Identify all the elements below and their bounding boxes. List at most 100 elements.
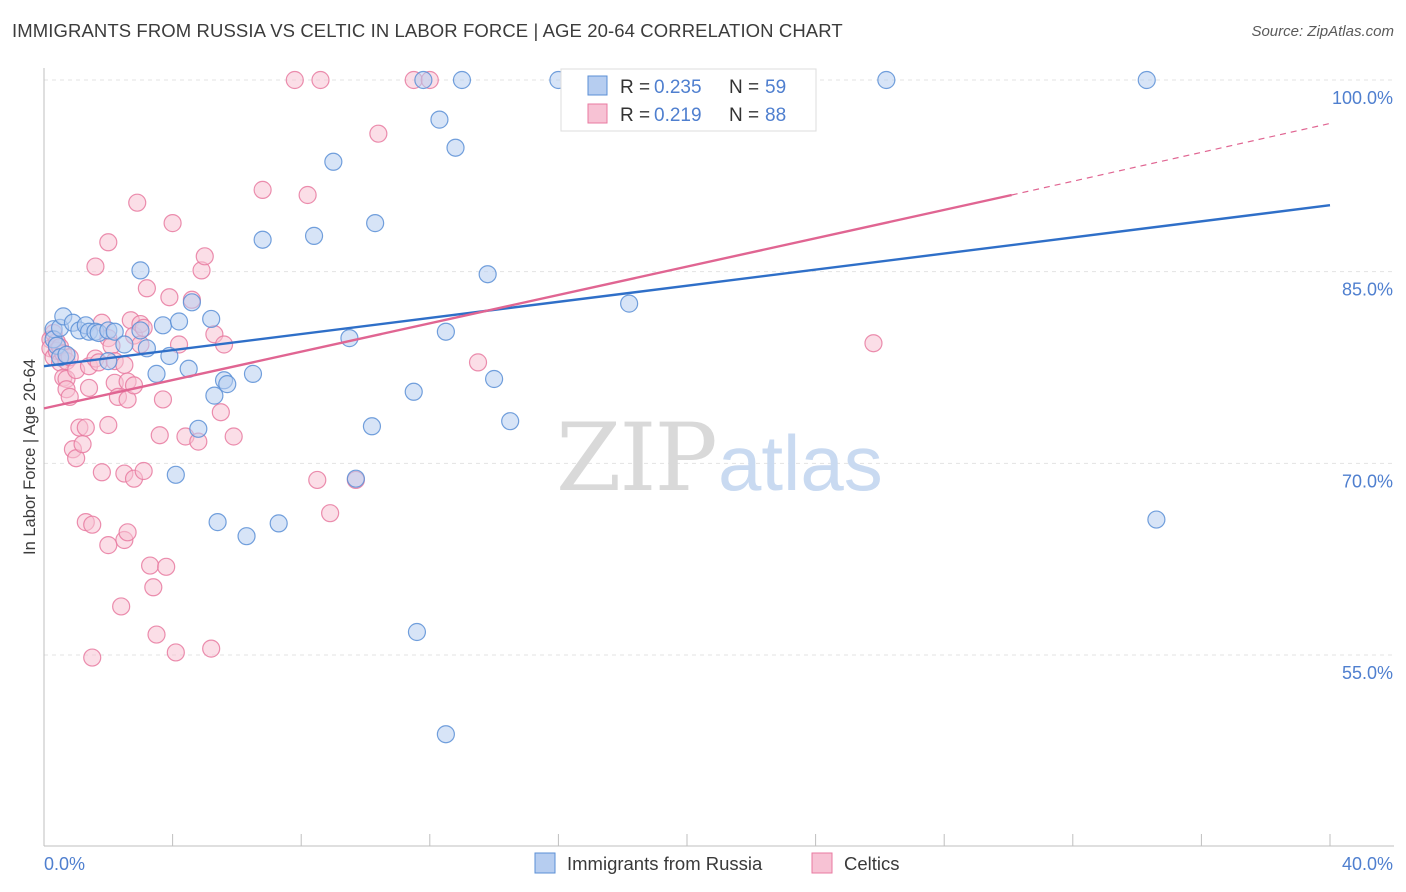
trend-lines (43, 122, 1331, 410)
data-point (202, 309, 221, 329)
x-ticks (172, 834, 1331, 846)
data-point (243, 364, 263, 383)
x-tick-label: 0.0% (44, 854, 85, 874)
trend-line-celtics-extension (1011, 122, 1331, 196)
y-tick-label: 100.0% (1332, 88, 1393, 108)
legend-n-value: 59 (765, 77, 786, 98)
data-point (166, 465, 185, 484)
data-point (501, 412, 520, 431)
watermark: ZIP atlas (556, 404, 883, 513)
data-point (73, 435, 92, 454)
legend-r-label: R = (620, 77, 650, 98)
data-point (340, 329, 359, 348)
source-credit: Source: ZipAtlas.com (1251, 23, 1394, 40)
data-point (1137, 70, 1156, 90)
data-point (83, 648, 102, 667)
data-point (346, 469, 365, 488)
data-point (362, 417, 382, 436)
data-point (298, 185, 317, 205)
data-point (324, 152, 343, 171)
data-point (436, 322, 455, 341)
x-tick-labels: 0.0% 40.0% (44, 854, 1393, 874)
legend-r-value: 0.219 (654, 105, 702, 126)
data-point (105, 322, 124, 341)
data-point (99, 352, 118, 371)
series-immigrants-from-russia (44, 70, 1166, 744)
chart-title: IMMIGRANTS FROM RUSSIA VS CELTIC IN LABO… (12, 20, 843, 41)
data-point (128, 193, 147, 212)
x-tick-label: 40.0% (1342, 854, 1393, 874)
legend-swatch (587, 75, 608, 96)
data-point (153, 390, 173, 409)
data-point (163, 214, 182, 233)
data-point (1147, 510, 1166, 529)
data-point (153, 316, 173, 335)
data-point (478, 265, 497, 284)
data-point (76, 418, 95, 437)
legend-r-label: R = (620, 105, 650, 126)
data-point (620, 294, 639, 313)
data-point (369, 124, 388, 143)
legend-n-label: N = (729, 77, 759, 98)
data-point (211, 403, 230, 422)
legend-r-value: 0.235 (654, 77, 702, 98)
data-point (140, 556, 160, 575)
data-point (452, 70, 472, 90)
data-point (147, 364, 166, 383)
y-tick-labels: 100.0% 85.0% 70.0% 55.0% (1332, 88, 1393, 683)
stats-legend: R = 0.235 N = 59 R = 0.219 N = 88 (560, 68, 817, 132)
data-point (157, 557, 176, 576)
data-point (182, 293, 201, 312)
data-point (414, 70, 433, 90)
y-tick-label: 85.0% (1342, 280, 1393, 300)
data-point (285, 70, 304, 90)
data-point (169, 312, 189, 331)
data-point (308, 470, 327, 490)
data-point (131, 261, 150, 280)
data-point (485, 369, 504, 389)
legend-swatch (587, 103, 608, 124)
data-point (99, 233, 118, 252)
trend-line-celtics (43, 193, 1012, 410)
y-tick-label: 70.0% (1342, 471, 1393, 491)
data-point (224, 427, 243, 446)
data-point (99, 536, 118, 555)
data-point (189, 419, 208, 438)
data-point (366, 214, 385, 233)
data-point (864, 334, 883, 353)
data-point (79, 378, 99, 398)
trend-line-russia (43, 204, 1331, 368)
data-point (144, 578, 163, 597)
data-point (57, 345, 76, 364)
data-point (147, 625, 166, 644)
data-point (92, 463, 111, 482)
data-point (195, 247, 214, 266)
data-point (407, 622, 427, 642)
legend-swatch (811, 852, 833, 874)
data-point (166, 643, 185, 662)
data-point (86, 257, 105, 276)
data-point (137, 279, 156, 298)
data-point (304, 226, 324, 245)
data-point (124, 376, 144, 395)
data-point (208, 513, 227, 532)
data-point (118, 523, 137, 542)
data-point (134, 461, 153, 481)
data-point (404, 382, 423, 401)
legend-swatch (534, 852, 556, 874)
data-point (237, 527, 256, 546)
data-point (218, 375, 237, 394)
data-point (150, 426, 169, 445)
legend-series-name: Immigrants from Russia (567, 853, 763, 874)
data-point (112, 597, 131, 616)
series-legend: Immigrants from Russia Celtics (534, 852, 900, 874)
watermark-zip: ZIP (556, 404, 716, 513)
y-axis-label: In Labor Force | Age 20-64 (21, 359, 39, 555)
legend-series-name: Celtics (844, 853, 900, 874)
legend-n-value: 88 (765, 105, 786, 126)
data-point (311, 70, 330, 90)
data-point (430, 110, 449, 129)
axes (43, 68, 1394, 847)
data-point (468, 353, 488, 372)
